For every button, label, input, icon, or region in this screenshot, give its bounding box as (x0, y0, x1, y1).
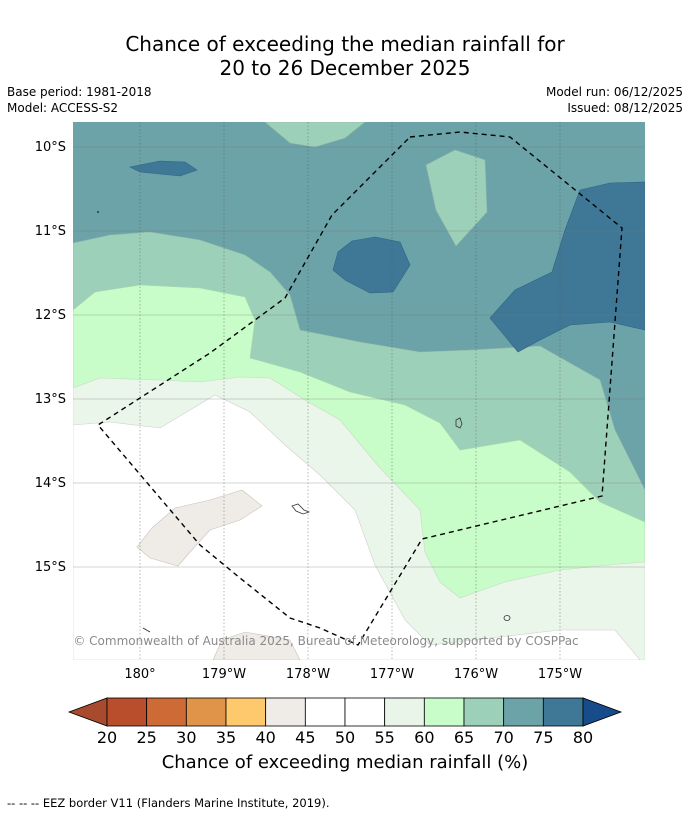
graticule (73, 122, 645, 660)
region-50-55 (73, 394, 641, 660)
colorbar-tick-60: 60 (414, 728, 434, 747)
copyright-notice: © Commonwealth of Australia 2025, Bureau… (73, 634, 578, 648)
lon-label-180: 180° (124, 667, 155, 682)
colorbar-segment-45-50 (304, 697, 346, 727)
colorbar-segment-60-65 (423, 697, 465, 727)
colorbar-tick-20: 20 (97, 728, 117, 747)
colorbar-tick-65: 65 (454, 728, 474, 747)
colorbar-segment-20-25 (106, 697, 148, 727)
lat-label-11s: 11°S (35, 224, 66, 239)
colorbar-segment-25-30 (146, 697, 187, 727)
colorbar-tick-40: 40 (255, 728, 275, 747)
lat-label-12s: 12°S (35, 308, 66, 323)
colorbar-tick-75: 75 (533, 728, 553, 747)
colorbar-tick-50: 50 (335, 728, 355, 747)
colorbar-arrow-low (67, 697, 108, 727)
rainfall-probability-field (73, 122, 645, 660)
colorbar-tick-45: 45 (295, 728, 315, 747)
lat-label-15s: 15°S (35, 560, 66, 575)
lon-label-175w: 175°W (538, 667, 582, 682)
colorbar-segment-65-70 (463, 697, 505, 727)
issued-date: Issued: 08/12/2025 (567, 101, 683, 115)
lat-label-10s: 10°S (35, 140, 66, 155)
island-marker-2 (291, 503, 311, 515)
model-run-date: Model run: 06/12/2025 (545, 85, 683, 99)
colorbar-tick-35: 35 (216, 728, 236, 747)
colorbar-segment-55-60 (384, 697, 425, 727)
colorbar-segment-40-45 (265, 697, 306, 727)
colorbar-segment-75-80 (542, 697, 584, 727)
colorbar-tick-70: 70 (493, 728, 513, 747)
model-name: Model: ACCESS-S2 (7, 101, 119, 115)
base-period: Base period: 1981-2018 (7, 85, 152, 99)
colorbar-segment-35-40 (225, 697, 267, 727)
lon-label-178w: 178°W (286, 667, 330, 682)
lon-label-179w: 179°W (202, 667, 246, 682)
region-75-80-east (489, 181, 645, 353)
island-marker (455, 417, 463, 429)
eez-legend-note: -- -- -- EEZ border V11 (Flanders Marine… (7, 796, 330, 810)
colorbar-segment-30-35 (185, 697, 227, 727)
region-45-50-west (136, 489, 263, 567)
island-speck-2 (142, 627, 151, 633)
colorbar-tick-80: 80 (573, 728, 593, 747)
forecast-map: 10°S 11°S 12°S 13°S 14°S 15°S 180° 179°W… (35, 122, 645, 747)
region-65-70-northeast (425, 149, 488, 247)
lon-label-176w: 176°W (454, 667, 498, 682)
eez-border (96, 131, 623, 646)
colorbar-label: Chance of exceeding median rainfall (%) (161, 752, 529, 773)
colorbar-arrow-high (582, 697, 623, 727)
colorbar: 20 25 30 35 40 45 50 55 60 65 70 75 80 (67, 697, 623, 747)
map-title-line1: Chance of exceeding the median rainfall … (125, 32, 565, 56)
lon-label-177w: 177°W (370, 667, 414, 682)
island-speck (97, 211, 99, 213)
lat-label-14s: 14°S (35, 476, 66, 491)
lat-label-13s: 13°S (35, 392, 66, 407)
colorbar-tick-55: 55 (374, 728, 394, 747)
colorbar-tick-30: 30 (176, 728, 196, 747)
island-marker-3 (503, 615, 511, 621)
region-75-80-central (332, 236, 411, 294)
map-title-line2: 20 to 26 December 2025 (219, 56, 471, 80)
region-65-70-north (264, 122, 366, 148)
region-45-50-south (212, 631, 301, 660)
colorbar-tick-25: 25 (136, 728, 156, 747)
colorbar-segment-50-55 (344, 697, 386, 727)
colorbar-segment-70-75 (503, 697, 544, 727)
